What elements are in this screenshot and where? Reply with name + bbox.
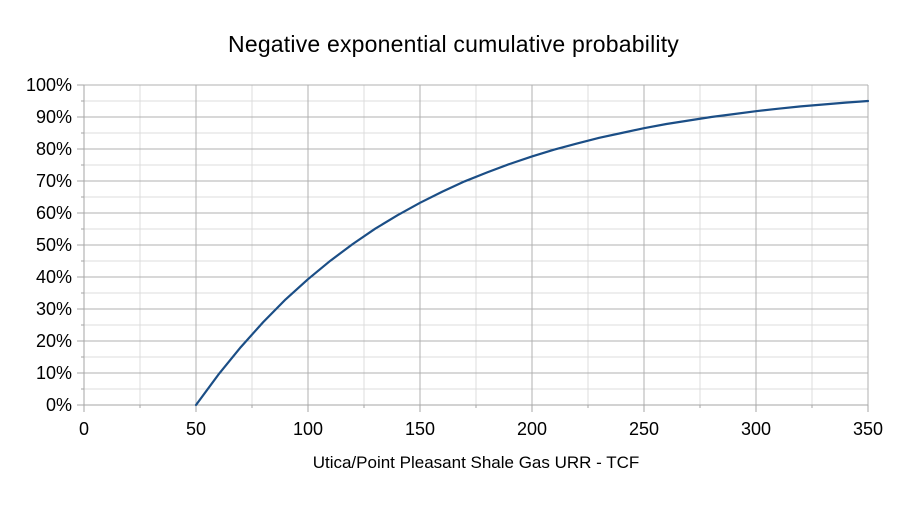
x-tick-label: 350	[853, 419, 883, 439]
x-tick-label: 300	[741, 419, 771, 439]
y-tick-label: 80%	[36, 139, 72, 159]
y-tick-label: 30%	[36, 299, 72, 319]
y-tick-label: 60%	[36, 203, 72, 223]
y-tick-label: 10%	[36, 363, 72, 383]
x-tick-label: 250	[629, 419, 659, 439]
x-tick-label: 0	[79, 419, 89, 439]
y-tick-label: 90%	[36, 107, 72, 127]
y-tick-label: 20%	[36, 331, 72, 351]
y-tick-label: 50%	[36, 235, 72, 255]
x-tick-label: 100	[293, 419, 323, 439]
y-tick-label: 70%	[36, 171, 72, 191]
y-tick-label: 40%	[36, 267, 72, 287]
series-line	[194, 99, 870, 407]
x-tick-label: 150	[405, 419, 435, 439]
x-axis-title: Utica/Point Pleasant Shale Gas URR - TCF	[312, 453, 640, 472]
x-tick-label: 200	[517, 419, 547, 439]
x-tick-label: 50	[186, 419, 206, 439]
y-tick-label: 100%	[26, 75, 72, 95]
y-tick-label: 0%	[46, 395, 72, 415]
chart-title: Negative exponential cumulative probabil…	[228, 31, 679, 57]
